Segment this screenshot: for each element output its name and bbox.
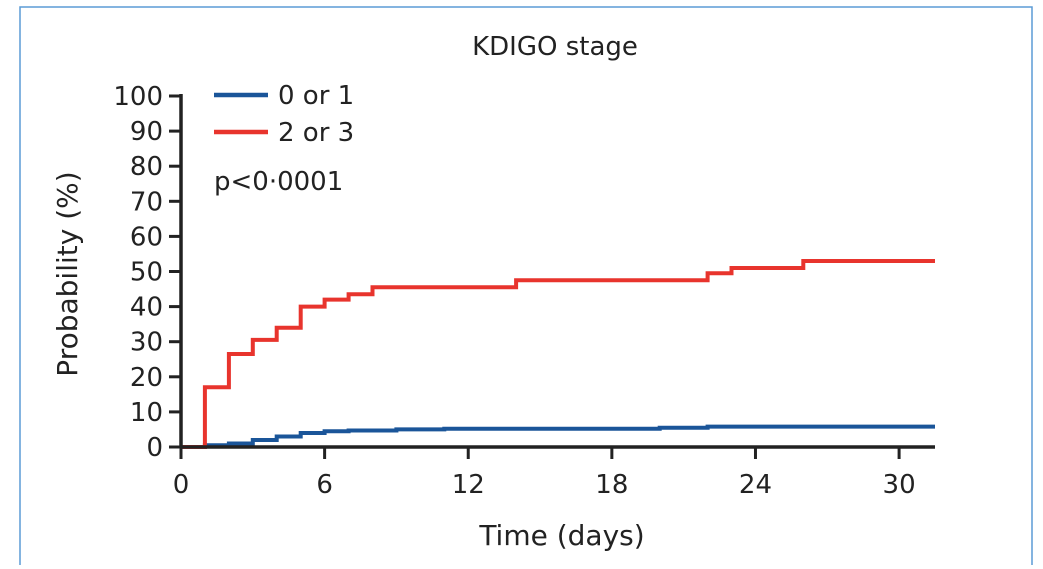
series-layer bbox=[181, 259, 935, 449]
legend: 0 or 1 2 or 3 bbox=[214, 81, 354, 148]
y-tick-label: 40 bbox=[130, 293, 163, 323]
p-value-annotation: p<0·0001 bbox=[214, 167, 343, 197]
y-tick-label: 30 bbox=[130, 328, 163, 358]
y-tick-label: 100 bbox=[113, 82, 163, 112]
y-tick-label: 50 bbox=[130, 258, 163, 288]
x-axis-label: Time (days) bbox=[478, 519, 644, 552]
x-tick-label: 0 bbox=[173, 470, 190, 500]
legend-label-series-2: 2 or 3 bbox=[278, 118, 354, 148]
y-tick-label: 90 bbox=[130, 117, 163, 147]
y-tick-label: 60 bbox=[130, 222, 163, 252]
y-tick-label: 80 bbox=[130, 152, 163, 182]
chart-title: KDIGO stage bbox=[472, 32, 638, 62]
x-tick-label: 12 bbox=[452, 470, 485, 500]
y-tick-label: 70 bbox=[130, 187, 163, 217]
y-tick-label: 0 bbox=[146, 433, 163, 463]
x-tick-label: 18 bbox=[595, 470, 628, 500]
figure-border bbox=[19, 6, 1033, 565]
series-line-2 bbox=[181, 259, 935, 449]
series-line-1 bbox=[181, 424, 935, 449]
x-tick-label: 30 bbox=[883, 470, 916, 500]
x-tick-label: 6 bbox=[316, 470, 333, 500]
y-tick-label: 10 bbox=[130, 398, 163, 428]
y-tick-label: 20 bbox=[130, 363, 163, 393]
y-axis-label: Probability (%) bbox=[51, 171, 84, 376]
legend-label-series-1: 0 or 1 bbox=[278, 81, 354, 111]
axis-layer: 0 10 20 30 40 50 60 70 80 90 100 0 6 12 18 24 30 bbox=[113, 82, 935, 500]
x-tick-label: 24 bbox=[739, 470, 772, 500]
